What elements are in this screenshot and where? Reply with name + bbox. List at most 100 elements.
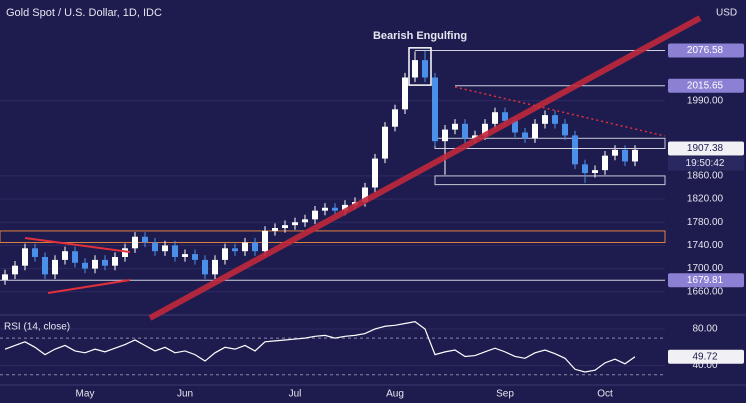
level-box xyxy=(668,43,744,58)
candle-body xyxy=(382,126,388,159)
candle-body xyxy=(62,251,68,260)
candle-body xyxy=(512,120,518,133)
y-tick-label: 1740.00 xyxy=(687,240,724,251)
candle-body xyxy=(112,256,118,266)
currency: USD xyxy=(716,8,737,19)
candle-body xyxy=(622,149,628,162)
candle-body xyxy=(282,225,288,229)
chart-title: Gold Spot / U.S. Dollar, 1D, IDC xyxy=(6,7,162,19)
candle-body xyxy=(272,228,278,231)
y-tick-label: 1860.00 xyxy=(687,171,724,182)
x-tick-label: Jul xyxy=(289,389,302,400)
candle-body xyxy=(212,259,218,275)
candle-body xyxy=(202,259,208,275)
candle-body xyxy=(52,259,58,275)
y-tick-label: 80.00 xyxy=(692,324,717,335)
candle-body xyxy=(82,262,88,269)
candle-body xyxy=(182,254,188,257)
candle-body xyxy=(32,248,38,257)
level-label: 2076.58 xyxy=(687,45,724,56)
candle-body xyxy=(552,115,558,124)
level-label: 1679.81 xyxy=(687,275,724,286)
resistance-line xyxy=(454,86,666,137)
x-tick-label: May xyxy=(76,389,95,400)
y-tick-label: 1700.00 xyxy=(687,263,724,274)
candle-body xyxy=(612,149,618,156)
candle-body xyxy=(422,60,428,78)
candle-body xyxy=(562,123,568,136)
candle-body xyxy=(502,112,508,121)
last-time: 19:50:42 xyxy=(686,158,725,169)
candle-body xyxy=(342,204,348,211)
candle-body xyxy=(322,207,328,211)
candle-body xyxy=(572,135,578,165)
rsi-line xyxy=(4,321,636,373)
candle-body xyxy=(2,274,8,281)
level-label: 1907.38 xyxy=(687,143,724,154)
candle-body xyxy=(72,251,78,263)
candle-body xyxy=(582,164,588,174)
candle-body xyxy=(252,242,258,252)
y-tick-label: 1780.00 xyxy=(687,217,724,228)
level-box xyxy=(668,273,744,288)
candle-body xyxy=(492,112,498,124)
zone xyxy=(434,175,666,186)
candle-body xyxy=(452,123,458,130)
candle-body xyxy=(632,149,638,162)
rsi-last-box xyxy=(668,349,744,364)
rsi-last-label: 49.72 xyxy=(692,351,717,362)
candle-body xyxy=(232,248,238,252)
candle-body xyxy=(332,207,338,211)
x-tick-label: Sep xyxy=(496,389,514,400)
overlay: 1660.00 1700.00 1740.00 1780.00 1820.00 1860.… xyxy=(76,30,744,400)
candle-body xyxy=(42,256,48,275)
y-tick-label: 1990.00 xyxy=(687,95,724,106)
candle-body xyxy=(312,210,318,220)
candle-body xyxy=(472,135,478,139)
candle-body xyxy=(92,259,98,269)
triangle-upper xyxy=(24,237,131,253)
candle-body xyxy=(542,115,548,124)
candle-body xyxy=(462,123,468,139)
candle-body xyxy=(292,222,298,226)
time-box xyxy=(668,156,744,171)
rsi-title: RSI (14, close) xyxy=(4,322,70,333)
candle-body xyxy=(522,132,528,139)
candle-body xyxy=(482,123,488,136)
x-tick-label: Oct xyxy=(597,389,613,400)
trendline xyxy=(148,15,702,321)
candle-body xyxy=(262,230,268,252)
candle-body xyxy=(222,248,228,260)
y-tick-label: 1660.00 xyxy=(687,286,724,297)
candle-body xyxy=(602,155,608,171)
candle-body xyxy=(362,187,368,202)
candle-body xyxy=(242,242,248,252)
candle-body xyxy=(592,170,598,174)
candle-body xyxy=(162,245,168,252)
candle-body xyxy=(532,123,538,139)
level-label: 2015.65 xyxy=(687,80,724,91)
level-box xyxy=(668,141,744,156)
y-tick-label: 1820.00 xyxy=(687,194,724,205)
candle-body xyxy=(12,265,18,275)
pattern-box xyxy=(408,47,432,86)
level-box xyxy=(668,78,744,93)
y-tick-label: 40.00 xyxy=(692,360,717,371)
plot-area xyxy=(0,50,666,376)
candle-body xyxy=(402,77,408,110)
candle-body xyxy=(172,245,178,257)
candle-body xyxy=(102,259,108,266)
candle-body xyxy=(122,248,128,257)
x-tick-label: Aug xyxy=(386,389,404,400)
triangle-lower xyxy=(47,279,131,294)
candle-body xyxy=(412,60,418,78)
candle-body xyxy=(152,242,158,252)
candle-body xyxy=(192,254,198,260)
candle-body xyxy=(142,236,148,243)
x-tick-label: Jun xyxy=(177,389,193,400)
candle-body xyxy=(22,248,28,266)
candle-body xyxy=(372,158,378,188)
annotation: Bearish Engulfing xyxy=(373,30,467,42)
candle-body xyxy=(302,219,308,223)
